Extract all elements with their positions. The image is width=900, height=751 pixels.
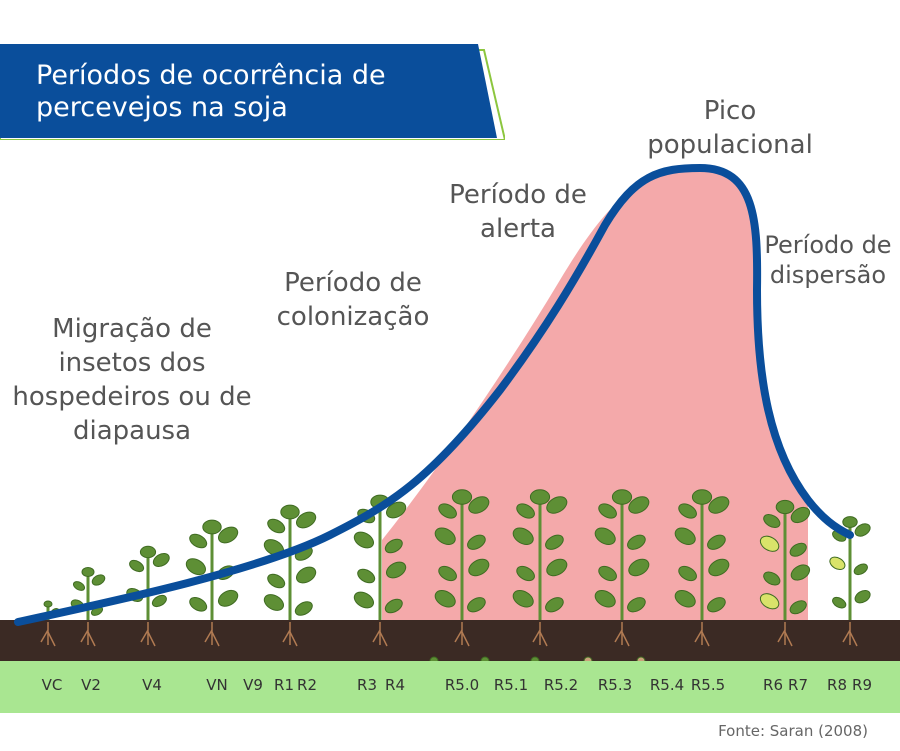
stage-label: R5.4	[649, 676, 685, 694]
stage-label: R3	[357, 676, 377, 694]
soybean-plant	[674, 489, 730, 622]
root	[40, 622, 56, 647]
root	[694, 622, 710, 647]
soybean-plant	[263, 504, 317, 622]
root	[532, 622, 548, 647]
soil	[0, 620, 900, 662]
label-peak: Pico populacional	[647, 96, 813, 160]
source-credit: Fonte: Saran (2008)	[718, 722, 868, 740]
stage-label: R5.2	[543, 676, 579, 694]
soybean-plant	[70, 567, 106, 622]
soybean-plant	[512, 489, 568, 622]
soybean-plant	[126, 545, 170, 622]
root	[282, 622, 298, 647]
stage-label: R9	[852, 676, 872, 694]
stage-label: V9	[243, 676, 263, 694]
stage-label: VN	[206, 676, 228, 694]
root	[614, 622, 630, 647]
label-dispersion: Período de dispersão	[764, 231, 892, 289]
stage-label: R4	[385, 676, 405, 694]
stage-label: V2	[81, 676, 101, 694]
root	[842, 622, 858, 647]
stage-label: R8	[827, 676, 847, 694]
stage-label: R5.3	[597, 676, 633, 694]
soybean-plant	[829, 516, 871, 622]
root	[454, 622, 470, 647]
stage-label: V4	[142, 676, 162, 694]
root	[777, 622, 793, 647]
growth-stages-bar	[0, 661, 900, 713]
population-curve	[14, 163, 854, 626]
stage-label: R7	[788, 676, 808, 694]
root	[80, 622, 96, 647]
label-migration: Migração de insetos dos hospedeiros ou d…	[12, 314, 252, 446]
soybean-plant	[185, 519, 239, 622]
stage-label: R6	[763, 676, 783, 694]
stage-label: R5.0	[444, 676, 480, 694]
soybean-plant	[434, 489, 490, 622]
root	[372, 622, 388, 647]
root	[140, 622, 156, 647]
soybean-plant	[594, 489, 650, 622]
stage-label: R5.5	[690, 676, 726, 694]
stage-label: VC	[41, 676, 63, 694]
label-colonization: Período de colonização	[276, 268, 430, 332]
stage-label: R5.1	[493, 676, 529, 694]
plant-roots	[40, 622, 858, 647]
stage-label: R2	[297, 676, 317, 694]
root	[204, 622, 220, 647]
soybean-plant	[759, 499, 811, 622]
stage-label: R1	[274, 676, 294, 694]
soybean-plants	[37, 489, 871, 622]
title-banner	[0, 44, 505, 140]
page-title: Períodos de ocorrência de percevejos na …	[36, 60, 386, 123]
label-alert: Período de alerta	[449, 180, 587, 244]
